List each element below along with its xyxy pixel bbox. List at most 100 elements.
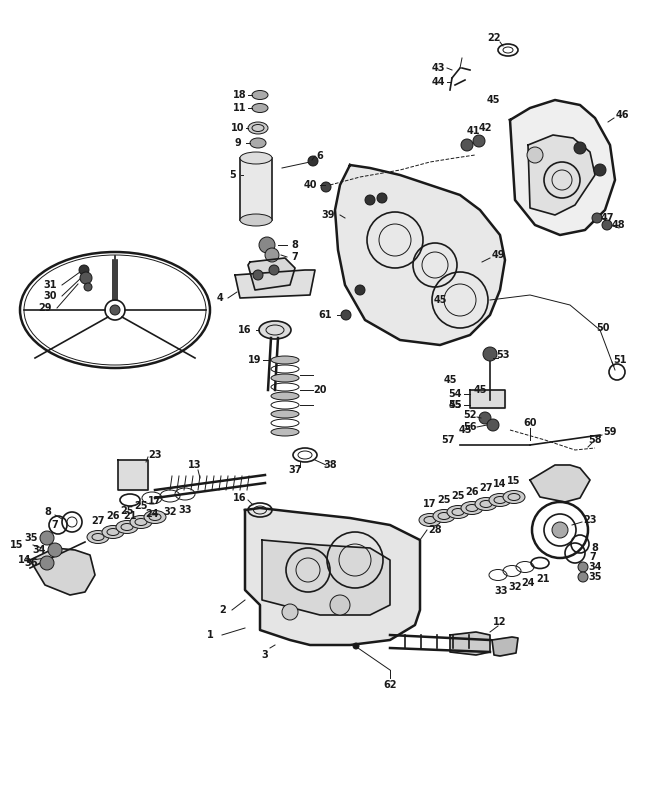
Ellipse shape xyxy=(240,152,272,164)
Text: 25: 25 xyxy=(120,506,133,516)
Circle shape xyxy=(527,147,543,163)
Text: 54: 54 xyxy=(449,389,462,399)
Text: 45: 45 xyxy=(486,95,500,105)
Polygon shape xyxy=(510,100,615,235)
Text: 55: 55 xyxy=(449,400,462,410)
Ellipse shape xyxy=(271,410,299,418)
Text: 8: 8 xyxy=(292,240,298,250)
Polygon shape xyxy=(450,632,490,655)
Text: 31: 31 xyxy=(43,280,57,290)
Ellipse shape xyxy=(248,122,268,134)
Ellipse shape xyxy=(271,356,299,364)
Text: 21: 21 xyxy=(123,511,137,521)
Text: 29: 29 xyxy=(38,303,51,313)
Polygon shape xyxy=(245,508,420,645)
Text: 41: 41 xyxy=(466,126,480,136)
Text: 30: 30 xyxy=(43,291,57,301)
Circle shape xyxy=(473,135,485,147)
Text: 37: 37 xyxy=(288,465,302,475)
Text: 57: 57 xyxy=(441,435,455,445)
Circle shape xyxy=(79,265,89,275)
Text: 34: 34 xyxy=(589,562,602,572)
Circle shape xyxy=(594,164,606,176)
Text: 62: 62 xyxy=(383,680,396,690)
Circle shape xyxy=(365,195,375,205)
Circle shape xyxy=(602,220,612,230)
Ellipse shape xyxy=(87,530,109,543)
Bar xyxy=(240,158,272,220)
Text: 47: 47 xyxy=(600,213,614,223)
Circle shape xyxy=(84,283,92,291)
Text: 56: 56 xyxy=(464,422,477,432)
Ellipse shape xyxy=(475,498,497,510)
Circle shape xyxy=(110,305,120,315)
Text: 32: 32 xyxy=(163,507,177,517)
Text: 10: 10 xyxy=(231,123,245,133)
Ellipse shape xyxy=(130,515,152,529)
Polygon shape xyxy=(335,165,505,345)
Circle shape xyxy=(40,531,54,545)
Text: 34: 34 xyxy=(33,545,46,555)
Text: 7: 7 xyxy=(590,552,596,562)
Polygon shape xyxy=(528,135,595,215)
Text: 17: 17 xyxy=(423,499,437,509)
Text: 12: 12 xyxy=(493,617,506,627)
Text: 35: 35 xyxy=(24,533,38,543)
Text: 45: 45 xyxy=(434,295,447,305)
Polygon shape xyxy=(262,540,390,615)
Polygon shape xyxy=(118,460,148,490)
Text: 52: 52 xyxy=(464,410,477,420)
Circle shape xyxy=(265,248,279,262)
Text: 6: 6 xyxy=(316,151,324,161)
Circle shape xyxy=(483,347,497,361)
Text: 25: 25 xyxy=(134,501,148,511)
Circle shape xyxy=(592,213,602,223)
Text: 20: 20 xyxy=(313,385,327,395)
Polygon shape xyxy=(30,548,95,595)
Text: 21: 21 xyxy=(536,574,549,584)
Text: 15: 15 xyxy=(10,540,23,550)
Circle shape xyxy=(487,419,499,431)
Text: 24: 24 xyxy=(521,578,534,588)
Ellipse shape xyxy=(252,103,268,113)
Circle shape xyxy=(330,595,350,615)
Text: 48: 48 xyxy=(611,220,625,230)
Text: 3: 3 xyxy=(262,650,268,660)
Text: 38: 38 xyxy=(323,460,337,470)
Text: 51: 51 xyxy=(613,355,627,365)
Ellipse shape xyxy=(461,502,483,514)
Circle shape xyxy=(461,139,473,151)
Text: 14: 14 xyxy=(18,555,32,565)
Circle shape xyxy=(353,643,359,649)
Text: 61: 61 xyxy=(318,310,332,320)
Circle shape xyxy=(321,182,331,192)
Text: 11: 11 xyxy=(233,103,247,113)
Polygon shape xyxy=(470,390,505,408)
Text: 39: 39 xyxy=(321,210,335,220)
Polygon shape xyxy=(248,258,295,290)
Polygon shape xyxy=(530,465,590,502)
Text: 25: 25 xyxy=(437,495,450,505)
Text: 19: 19 xyxy=(248,355,262,365)
Circle shape xyxy=(355,285,365,295)
Text: 49: 49 xyxy=(492,250,505,260)
Text: 35: 35 xyxy=(589,572,602,582)
Text: 4: 4 xyxy=(217,293,223,303)
Circle shape xyxy=(341,310,351,320)
Text: 7: 7 xyxy=(292,252,298,262)
Text: 44: 44 xyxy=(431,77,445,87)
Ellipse shape xyxy=(433,510,455,522)
Ellipse shape xyxy=(116,521,138,534)
Text: 32: 32 xyxy=(508,582,521,592)
Circle shape xyxy=(552,522,568,538)
Text: 15: 15 xyxy=(507,476,521,486)
Text: 23: 23 xyxy=(583,515,597,525)
Text: 9: 9 xyxy=(234,138,242,148)
Text: 45: 45 xyxy=(458,425,472,435)
Text: 43: 43 xyxy=(431,63,445,73)
Ellipse shape xyxy=(447,506,469,518)
Ellipse shape xyxy=(271,374,299,382)
Circle shape xyxy=(253,270,263,280)
Circle shape xyxy=(308,156,318,166)
Text: 60: 60 xyxy=(523,418,537,428)
